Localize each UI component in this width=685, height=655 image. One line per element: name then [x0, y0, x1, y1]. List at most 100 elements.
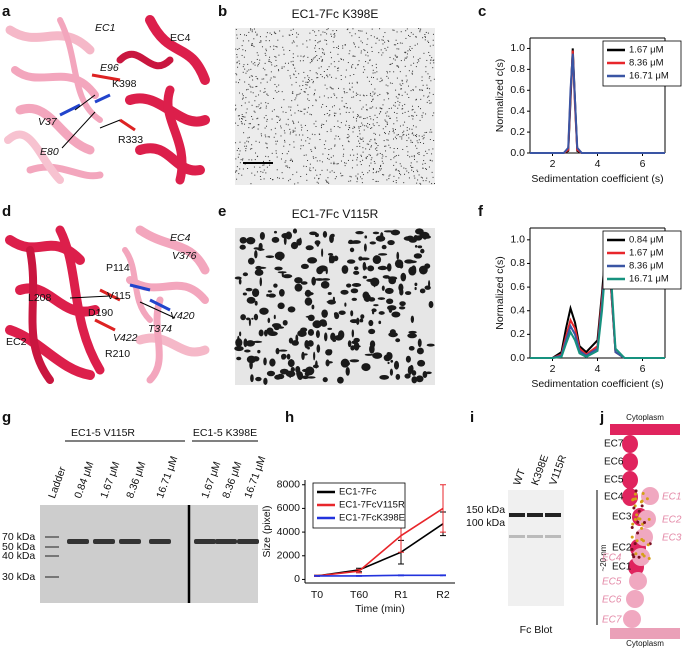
- panel-letter: e: [218, 203, 226, 220]
- particle: [321, 76, 323, 78]
- particle: [283, 49, 285, 51]
- particle: [337, 120, 339, 122]
- particle: [285, 165, 287, 167]
- particle: [405, 37, 407, 39]
- particle: [374, 148, 376, 150]
- particle: [276, 122, 278, 124]
- particle: [420, 28, 422, 30]
- particle: [337, 126, 339, 128]
- particle: [388, 144, 390, 146]
- particle: [428, 77, 430, 79]
- aggregate: [275, 347, 280, 355]
- particle: [369, 60, 371, 62]
- aggregate: [405, 355, 411, 363]
- particle: [276, 65, 278, 67]
- particle: [411, 47, 413, 49]
- particle: [397, 134, 399, 136]
- domain-label: EC2: [662, 515, 682, 526]
- particle: [369, 59, 371, 61]
- particle: [415, 136, 417, 138]
- aggregate: [246, 236, 256, 245]
- aggregate: [297, 329, 307, 337]
- micrograph-title: EC1-7Fc K398E: [292, 7, 379, 21]
- particle: [289, 50, 291, 52]
- aggregate: [236, 356, 242, 361]
- particle: [276, 91, 278, 93]
- particle: [245, 119, 247, 121]
- residue-label: V422: [113, 332, 138, 344]
- particle: [269, 164, 271, 166]
- aggregate: [349, 319, 359, 324]
- particle: [238, 92, 240, 94]
- particle: [398, 177, 400, 179]
- particle: [362, 94, 364, 96]
- aggregate: [362, 261, 367, 271]
- particle: [393, 148, 395, 150]
- particle: [404, 173, 406, 175]
- particle: [386, 72, 388, 74]
- particle: [397, 43, 399, 45]
- aggregate: [243, 338, 248, 348]
- particle: [239, 150, 241, 152]
- aggregate: [278, 349, 288, 352]
- particle: [242, 159, 244, 161]
- aggregate: [295, 366, 301, 374]
- side-chain: [91, 73, 121, 82]
- particle: [330, 87, 332, 89]
- aggregate: [268, 293, 276, 298]
- particle: [322, 49, 324, 51]
- error-bar: [356, 568, 362, 574]
- aggregate: [258, 329, 264, 337]
- pointer: [74, 94, 96, 111]
- particle: [365, 32, 367, 34]
- particle: [318, 30, 320, 32]
- particle: [362, 137, 364, 139]
- particle: [340, 122, 342, 124]
- particle: [240, 121, 242, 123]
- particle: [307, 78, 309, 80]
- particle: [330, 128, 332, 130]
- aggregate: [414, 282, 418, 287]
- particle: [402, 134, 404, 136]
- particle: [283, 66, 285, 68]
- particle: [235, 104, 237, 106]
- particle: [402, 148, 404, 150]
- particle: [396, 56, 398, 58]
- particle: [282, 177, 284, 179]
- particle: [273, 45, 275, 47]
- particle: [340, 160, 342, 162]
- particle: [412, 166, 414, 168]
- particle: [252, 44, 254, 46]
- particle: [236, 166, 238, 168]
- aggregate: [239, 244, 246, 250]
- particle: [259, 41, 261, 43]
- particle: [347, 62, 349, 64]
- particle: [423, 155, 425, 157]
- particle: [242, 97, 244, 99]
- atom: [634, 552, 638, 556]
- aggregate: [417, 338, 422, 348]
- particle: [346, 107, 348, 109]
- particle: [253, 46, 255, 48]
- aggregate: [307, 257, 318, 264]
- particle: [342, 175, 344, 177]
- domain: [635, 528, 653, 546]
- atom: [639, 500, 643, 504]
- particle: [274, 90, 276, 92]
- particle: [425, 36, 427, 38]
- particle: [406, 81, 408, 83]
- particle: [387, 39, 389, 41]
- particle: [355, 175, 357, 177]
- particle: [355, 118, 357, 120]
- aggregate: [395, 373, 401, 380]
- particle: [414, 177, 416, 179]
- particle: [378, 52, 380, 54]
- particle: [237, 156, 239, 158]
- aggregate: [428, 280, 431, 288]
- particle: [348, 82, 350, 84]
- aggregate: [301, 351, 305, 361]
- particle: [404, 52, 406, 54]
- particle: [334, 33, 336, 35]
- particle: [401, 108, 403, 110]
- particle: [242, 95, 244, 97]
